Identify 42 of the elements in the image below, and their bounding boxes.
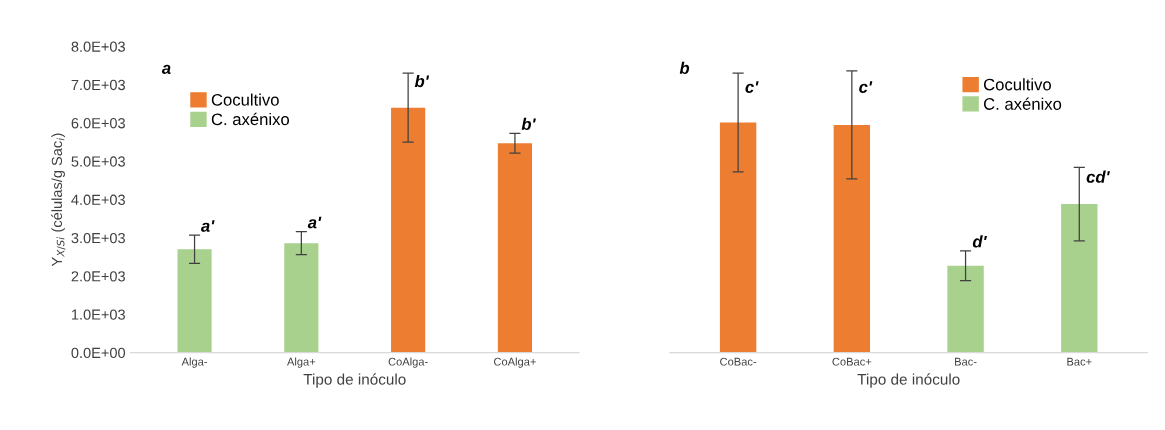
annotation: b' (414, 74, 430, 88)
legend-label: Cocultivo (211, 93, 279, 106)
legend-label: Cocultivo (983, 78, 1051, 91)
annotation: a' (307, 216, 322, 229)
legend-label: C. axénixo (983, 97, 1062, 110)
annotation: d' (972, 235, 987, 248)
x-tick-label: CoBac- (720, 357, 757, 366)
annotation: c' (745, 81, 759, 93)
y-tick-label: 7.0E+03 (71, 79, 125, 91)
bar (177, 249, 212, 353)
x-tick-label: CoAlga+ (494, 357, 536, 368)
x-axis-title: Tipo de inóculo (303, 373, 406, 388)
annotation: a' (201, 220, 215, 232)
x-tick-label: Alga+ (287, 357, 316, 368)
x-tick-label: Bac- (955, 357, 977, 366)
y-tick-label: 8.0E+03 (71, 41, 125, 52)
annotation: c' (859, 81, 873, 93)
y-tick-label: 6.0E+03 (71, 118, 125, 129)
bar (391, 107, 426, 353)
annotation: b (679, 61, 690, 74)
y-tick-label: 5.0E+03 (71, 156, 125, 167)
bar (833, 124, 871, 353)
x-axis-title: Tipo de inóculo (857, 373, 960, 388)
bar (497, 143, 533, 353)
y-tick-label: 3.0E+03 (71, 232, 125, 244)
y-tick-label: 1.0E+03 (72, 309, 125, 320)
y-tick-label: 0.0E+00 (71, 347, 126, 359)
y-axis-title: Y$_{X/Si}$ (células/g Sac$_{i}$) (51, 133, 66, 267)
y-tick-label: 2.0E+03 (71, 271, 125, 282)
x-tick-label: CoAlga- (388, 357, 428, 368)
y-tick-label: 4.0E+03 (71, 194, 125, 205)
x-tick-label: Bac+ (1067, 357, 1092, 366)
annotation: a (161, 64, 171, 74)
legend-label: C. axénixo (211, 112, 290, 126)
bar (719, 122, 757, 353)
bar (947, 265, 984, 353)
x-tick-label: Alga- (181, 357, 208, 368)
bar (284, 243, 319, 353)
bar (1061, 204, 1098, 353)
annotation: cd' (1086, 170, 1110, 183)
annotation: b' (521, 117, 536, 131)
x-tick-label: CoBac+ (832, 357, 872, 366)
